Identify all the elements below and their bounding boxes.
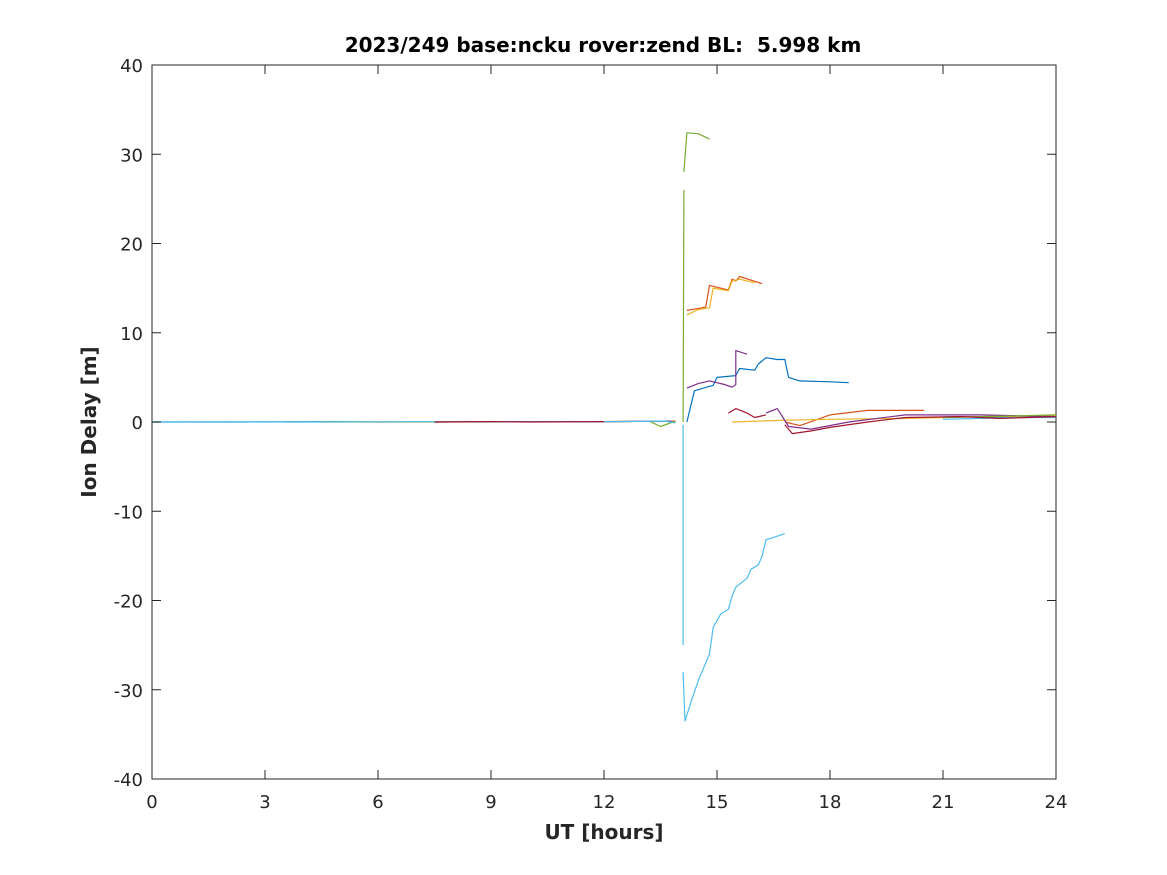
series-layer [152,132,1056,722]
x-tick-label: 21 [932,792,955,813]
x-tick-label: 3 [259,792,270,813]
series-7 [434,408,1056,435]
y-tick-label: -20 [114,592,143,613]
series-line [784,409,925,427]
series-line [686,350,748,389]
series-line [686,278,755,316]
y-tick-labels: -40 -30 -20 -10 0 10 20 30 40 [114,56,143,791]
x-tick-label: 0 [146,792,157,813]
x-tick-label: 12 [593,792,616,813]
x-tick-label: 15 [706,792,729,813]
y-tick-label: -10 [114,502,143,523]
chart-title: 2023/249 base:ncku rover:zend BL: 5.998 … [345,33,862,57]
axis-ticks [151,64,1057,780]
y-tick-label: -40 [114,770,143,791]
y-tick-label: 0 [132,413,143,434]
series-line [683,132,710,173]
series-line [682,189,685,423]
y-tick-label: -30 [114,681,143,702]
x-axis-title: UT [hours] [544,820,663,844]
y-tick-label: 30 [120,145,143,166]
y-tick-label: 10 [120,324,143,345]
series-line [784,416,1056,435]
series-line [765,408,1056,430]
x-tick-label: 9 [485,792,496,813]
x-tick-labels: 0 3 6 9 12 15 18 21 24 [146,792,1067,813]
y-tick-label: 20 [120,235,143,256]
y-tick-label: 40 [120,56,143,77]
series-line [686,357,849,423]
x-tick-label: 6 [372,792,383,813]
y-axis-title: Ion Delay [m] [77,346,101,497]
series-line [648,420,676,428]
series-line [727,408,767,419]
x-tick-label: 24 [1045,792,1068,813]
series-line [152,420,676,424]
x-tick-label: 18 [819,792,842,813]
series-line [682,533,785,722]
